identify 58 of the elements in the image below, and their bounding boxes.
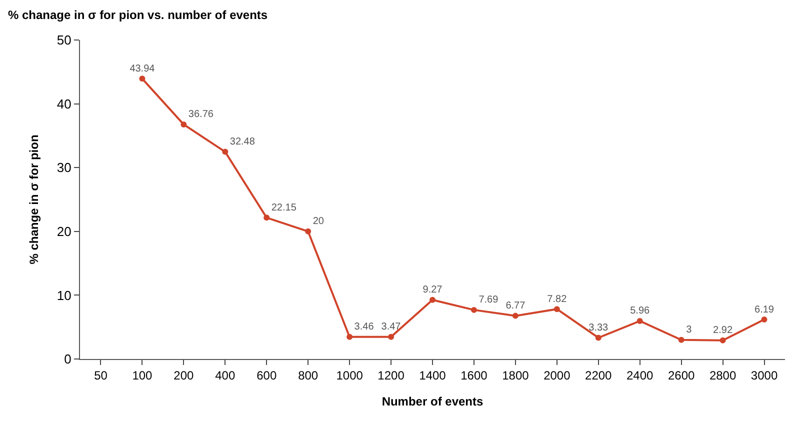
point [222,148,228,155]
point [470,306,477,313]
data-label: 7.82 [547,294,568,305]
x-tick-label: 100 [132,368,153,382]
x-tick-label: 400 [215,368,236,382]
data-label: 20 [312,216,324,228]
x-tick-label: 200 [174,368,194,382]
data-label: 36.76 [188,109,214,120]
chart-title: % chanage in σ for pion vs. number of events [8,8,268,22]
data-label: 3.33 [588,322,609,334]
x-tick-label: 3000 [750,368,778,382]
x-tick-label: 2600 [668,368,695,382]
point [761,316,768,323]
point [430,296,436,303]
x-tick-label: 800 [298,368,318,382]
point [305,228,312,234]
y-axis-title: % change in σ for pion [27,134,42,264]
x-tick-label: 2000 [544,368,571,382]
point [554,306,560,312]
data-label: 43.94 [130,63,156,74]
x-tick-label: 600 [256,368,277,382]
data-label: 22.15 [271,202,297,214]
point [512,312,518,319]
y-tick-label: 40 [56,96,72,112]
point [636,318,643,324]
data-label: 9.27 [422,284,443,296]
point [264,214,270,221]
point [678,336,684,343]
y-tick-label: 10 [56,288,72,303]
data-label: 32.48 [230,136,256,148]
x-tick-label: 2400 [626,368,654,382]
point [720,337,726,344]
data-label: 2.92 [713,325,733,336]
x-tick-label: 1600 [460,368,488,382]
y-tick-label: 50 [56,32,72,48]
x-tick-label: 1400 [419,368,446,382]
data-label: 5.96 [630,306,650,317]
data-label: 6.19 [754,304,774,316]
x-tick-label: 50 [94,368,108,382]
data-label: 3.46 [354,322,374,333]
data-label: 7.69 [478,294,499,306]
y-tick-label: 20 [56,224,72,239]
point [595,334,602,341]
x-tick-label: 2200 [585,368,612,382]
x-tick-label: 1800 [502,368,530,382]
data-label: 3 [686,324,692,336]
point [388,334,394,340]
point [346,334,353,340]
y-tick-label: 30 [56,160,72,176]
data-label: 6.77 [506,300,526,312]
data-label: 3.47 [381,322,402,333]
x-tick-label: 2800 [709,368,736,382]
point [180,121,187,128]
point [139,76,146,82]
x-axis-title: Number of events [382,394,484,408]
x-tick-label: 1000 [336,368,364,382]
x-tick-label: 1200 [378,368,405,382]
y-tick-label: 0 [64,352,72,367]
